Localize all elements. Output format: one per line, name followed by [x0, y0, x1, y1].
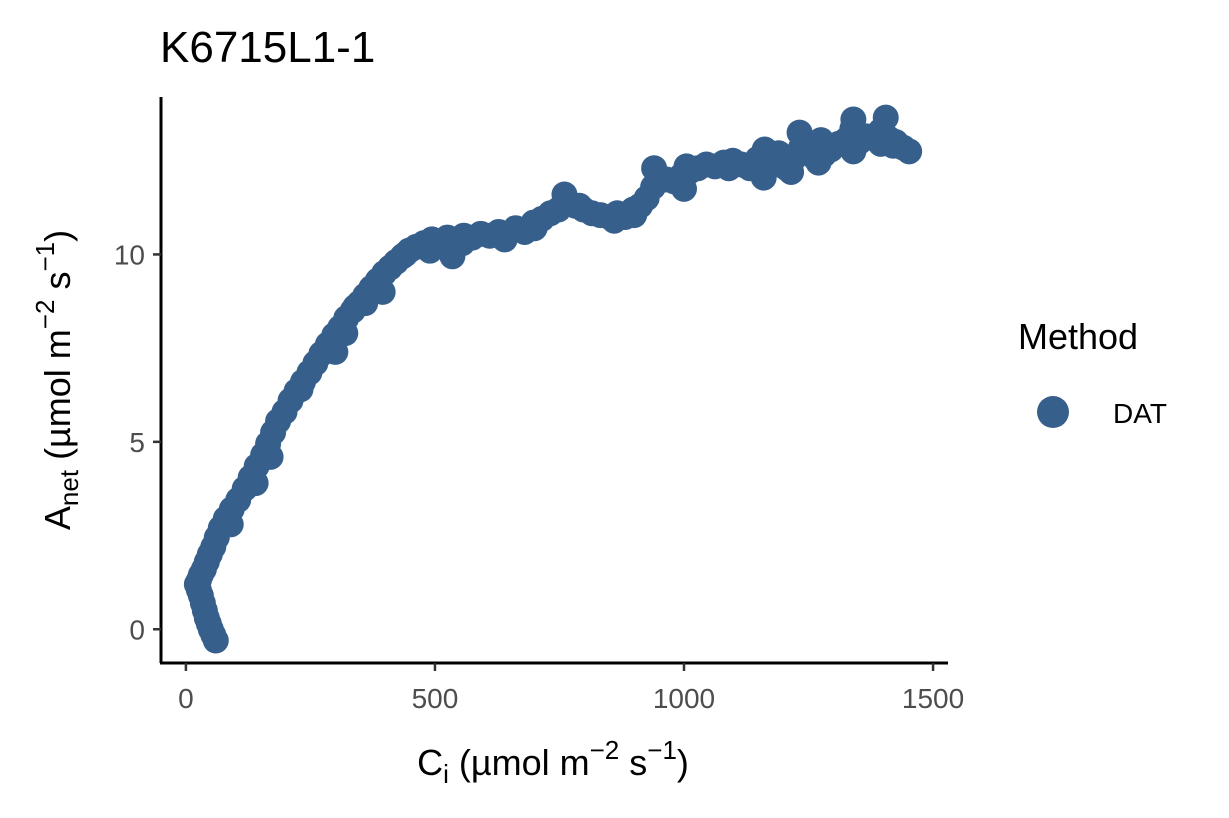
y-axis-title-sup1: −2 — [30, 300, 60, 330]
data-point — [880, 132, 907, 159]
y-axis-title-mid: s — [37, 272, 78, 300]
data-point — [750, 164, 777, 191]
x-tick-label: 1500 — [902, 683, 964, 714]
x-tick-label: 0 — [178, 683, 194, 714]
data-point — [786, 119, 813, 146]
y-tick-label: 5 — [129, 427, 145, 458]
data-point — [840, 106, 867, 133]
y-axis-title-unit-open: (µmol m — [37, 329, 78, 470]
x-axis-title-sub: i — [443, 759, 449, 789]
x-tick-label: 500 — [412, 683, 459, 714]
data-point — [673, 153, 700, 180]
data-point — [715, 155, 742, 182]
x-tick-label: 1000 — [653, 683, 715, 714]
x-axis-title-sup1: −2 — [590, 735, 620, 765]
x-axis-title-close: ) — [677, 742, 689, 783]
x-axis-title-main: C — [417, 742, 443, 783]
data-point — [807, 127, 834, 154]
y-tick-label: 0 — [129, 614, 145, 645]
data-point — [416, 237, 443, 264]
data-point — [392, 241, 419, 268]
data-point — [671, 175, 698, 202]
plot-points — [183, 104, 923, 654]
data-point — [872, 104, 899, 131]
data-point — [641, 155, 668, 182]
y-axis-title: Anet (µmol m−2 s−1) — [30, 230, 84, 530]
data-point — [332, 320, 359, 347]
data-point — [369, 278, 396, 305]
x-axis-ticks: 0 500 1000 1500 — [178, 663, 964, 714]
x-axis-title-sup2: −1 — [647, 735, 677, 765]
legend-title: Method — [1018, 316, 1138, 357]
data-point — [217, 511, 244, 538]
data-point — [765, 140, 792, 167]
legend-label-dat: DAT — [1113, 398, 1167, 429]
x-axis-title: Ci (µmol m−2 s−1) — [417, 735, 689, 789]
data-point — [621, 202, 648, 229]
y-axis-title-close: ) — [37, 230, 78, 242]
data-point — [242, 470, 269, 497]
data-point — [449, 230, 476, 257]
y-tick-label: 10 — [114, 239, 145, 270]
y-axis-title-main: A — [37, 506, 78, 530]
data-point — [840, 138, 867, 165]
x-axis-title-unit-open: (µmol m — [449, 742, 590, 783]
chart-title: K6715L1-1 — [160, 23, 375, 72]
data-point — [601, 207, 628, 234]
data-point — [287, 376, 314, 403]
y-axis-ticks: 0 5 10 — [114, 239, 161, 645]
data-point — [491, 226, 518, 253]
data-point — [805, 149, 832, 176]
y-axis-title-sup2: −1 — [30, 242, 60, 272]
legend: Method DAT — [1018, 316, 1167, 429]
data-point — [521, 215, 548, 242]
legend-key-dat — [1037, 396, 1069, 428]
y-axis-title-sub: net — [54, 469, 84, 506]
x-axis-title-mid: s — [619, 742, 647, 783]
data-point — [566, 192, 593, 219]
data-point — [257, 443, 284, 470]
data-point — [778, 158, 805, 185]
